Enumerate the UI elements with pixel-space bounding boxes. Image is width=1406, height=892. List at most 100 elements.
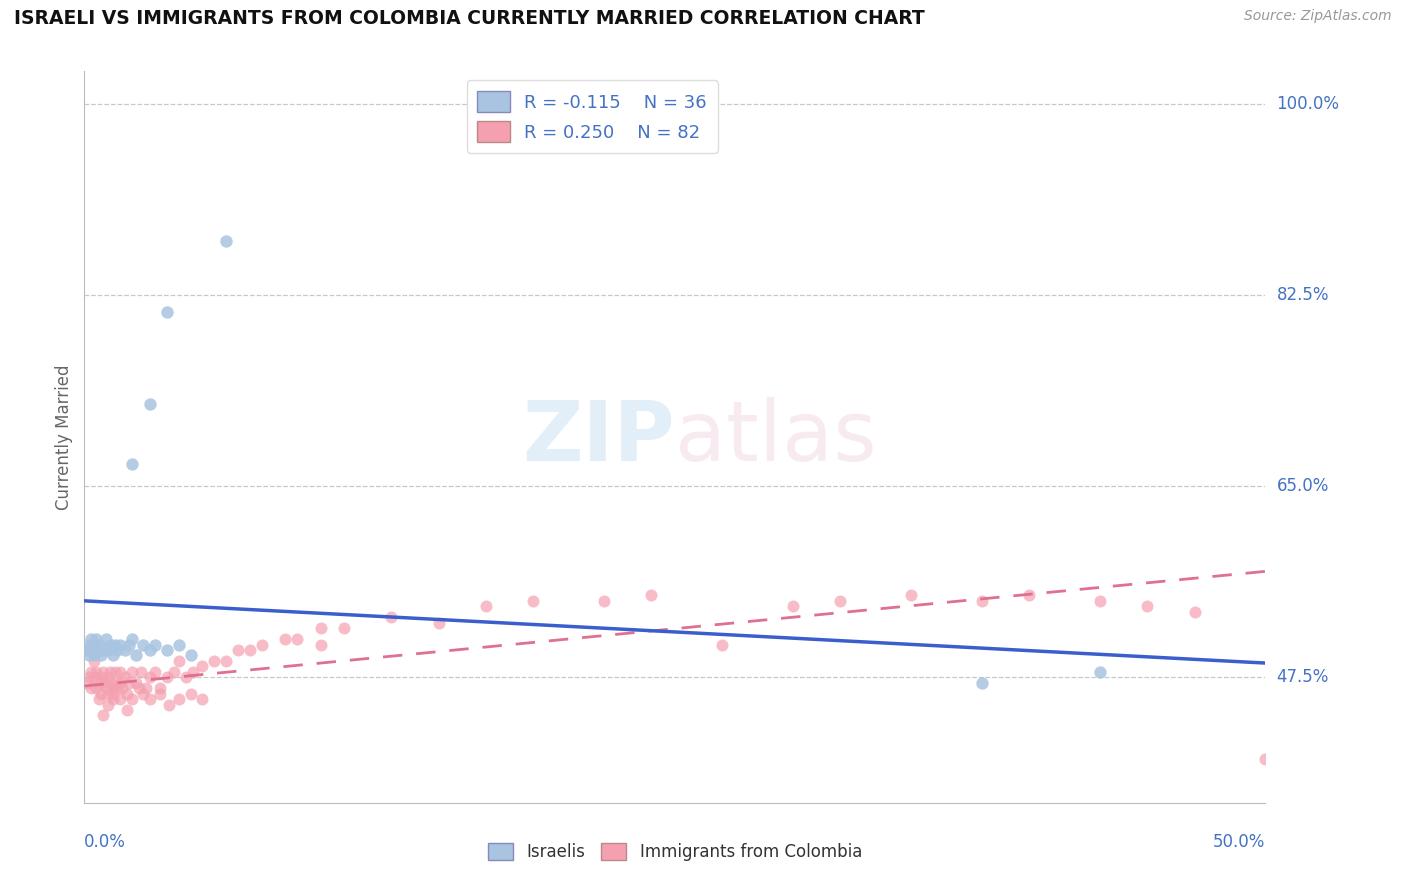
Text: 47.5%: 47.5% (1277, 668, 1329, 686)
Point (87, 675, 110, 690)
Point (202, 654, 225, 668)
Point (111, 681, 134, 695)
Point (76, 675, 98, 690)
Text: 50.0%: 50.0% (1213, 833, 1265, 851)
Point (782, 599, 804, 614)
Point (250, 638, 273, 652)
Point (1088, 594, 1111, 608)
Point (167, 654, 190, 668)
Point (118, 675, 141, 690)
Point (84, 643, 107, 657)
Point (83, 670, 105, 684)
Point (333, 621, 356, 635)
Point (1254, 752, 1277, 766)
Text: ISRAELI VS IMMIGRANTS FROM COLOMBIA CURRENTLY MARRIED CORRELATION CHART: ISRAELI VS IMMIGRANTS FROM COLOMBIA CURR… (14, 9, 925, 28)
Point (830, 594, 852, 608)
Point (149, 681, 172, 695)
Point (114, 643, 136, 657)
Point (90, 670, 112, 684)
Point (101, 692, 124, 706)
Text: atlas: atlas (675, 397, 876, 477)
Point (118, 638, 141, 652)
Point (83, 648, 105, 663)
Point (1184, 605, 1206, 619)
Point (380, 610, 402, 624)
Point (98, 665, 121, 679)
Point (139, 692, 162, 706)
Point (80, 643, 103, 657)
Point (522, 594, 544, 608)
Point (711, 638, 734, 652)
Text: Source: ZipAtlas.com: Source: ZipAtlas.com (1244, 9, 1392, 23)
Point (157, 698, 180, 712)
Point (107, 681, 129, 695)
Point (98, 638, 121, 652)
Point (128, 681, 150, 695)
Point (97, 698, 120, 712)
Point (87, 638, 110, 652)
Point (97, 670, 120, 684)
Y-axis label: Currently Married: Currently Married (55, 364, 73, 510)
Point (163, 665, 186, 679)
Point (156, 643, 179, 657)
Point (167, 692, 190, 706)
Point (90, 687, 112, 701)
Point (101, 648, 124, 663)
Point (87, 692, 110, 706)
Point (309, 638, 332, 652)
Point (167, 638, 190, 652)
Text: 82.5%: 82.5% (1277, 286, 1329, 304)
Point (1018, 588, 1040, 602)
Point (77, 638, 100, 652)
Legend: Israelis, Immigrants from Colombia: Israelis, Immigrants from Colombia (481, 836, 869, 868)
Point (104, 665, 127, 679)
Point (97, 643, 120, 657)
Point (91, 675, 114, 690)
Point (135, 681, 157, 695)
Point (640, 588, 662, 602)
Point (191, 659, 214, 673)
Point (143, 638, 166, 652)
Point (101, 687, 124, 701)
Point (108, 692, 131, 706)
Point (101, 681, 124, 695)
Point (132, 687, 155, 701)
Point (143, 665, 166, 679)
Point (121, 632, 143, 646)
Point (181, 665, 204, 679)
Point (115, 703, 138, 717)
Point (285, 632, 308, 646)
Point (121, 692, 143, 706)
Point (475, 599, 498, 614)
Point (191, 692, 214, 706)
Point (77, 670, 100, 684)
Point (226, 643, 249, 657)
Point (108, 638, 131, 652)
Point (274, 632, 297, 646)
Point (90, 648, 112, 663)
Point (108, 675, 131, 690)
Point (239, 643, 262, 657)
Point (139, 397, 162, 411)
Point (970, 675, 993, 690)
Point (94, 632, 117, 646)
Point (77, 648, 100, 663)
Point (139, 670, 162, 684)
Point (94, 681, 117, 695)
Point (215, 234, 238, 248)
Point (83, 638, 105, 652)
Point (1136, 599, 1159, 614)
Point (83, 654, 105, 668)
Point (84, 681, 107, 695)
Point (91, 643, 114, 657)
Point (76, 643, 98, 657)
Text: 100.0%: 100.0% (1277, 95, 1340, 113)
Point (180, 648, 202, 663)
Point (87, 643, 110, 657)
Point (121, 665, 143, 679)
Point (84, 665, 107, 679)
Point (900, 588, 922, 602)
Point (427, 615, 450, 630)
Point (215, 654, 238, 668)
Point (91, 708, 114, 723)
